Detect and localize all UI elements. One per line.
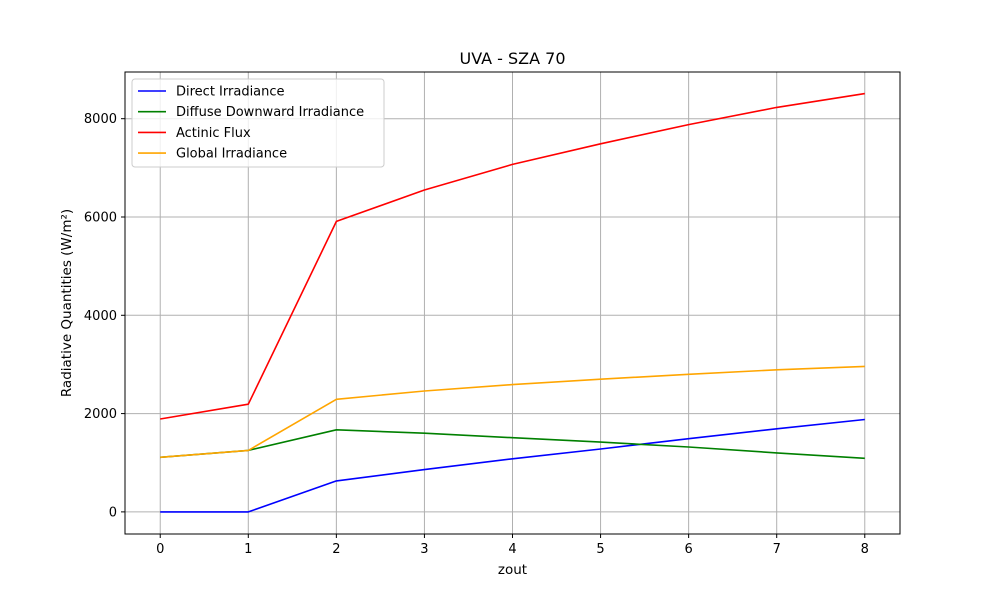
x-tick-label: 5 [596,542,604,557]
chart-title: UVA - SZA 70 [459,49,565,68]
legend-label-direct-irradiance: Direct Irradiance [176,85,285,100]
y-tick-label: 0 [109,505,117,520]
y-tick-label: 8000 [84,112,117,127]
series-line-diffuse-downward-irradiance [160,428,865,460]
x-tick-label: 3 [420,542,428,557]
legend-label-diffuse-downward-irradiance: Diffuse Downward Irradiance [176,105,364,120]
y-tick-label: 6000 [84,210,117,225]
series-layer [160,92,865,513]
series-line-actinic-flux [160,92,865,420]
legend-label-global-irradiance: Global Irradiance [176,147,287,162]
series-line-direct-irradiance [160,418,865,513]
x-tick-label: 7 [773,542,781,557]
x-tick-label: 2 [332,542,340,557]
x-tick-label: 8 [861,542,869,557]
series-line-global-irradiance [160,365,865,459]
x-tick-label: 6 [684,542,692,557]
x-tick-label: 1 [244,542,252,557]
legend-box [131,78,385,168]
y-tick-label: 4000 [84,309,117,324]
x-tick-label: 0 [156,542,164,557]
ticks: 0 1 2 3 4 5 6 7 8 0 2000 4000 6000 8000 [84,112,869,557]
x-tick-label: 4 [508,542,516,557]
y-axis-label: Radiative Quantities (W/m²) [59,209,75,397]
legend-label-actinic-flux: Actinic Flux [176,126,251,141]
legend: Direct Irradiance Diffuse Downward Irradi… [131,78,385,168]
x-axis-label: zout [498,562,527,578]
y-tick-label: 2000 [84,407,117,422]
